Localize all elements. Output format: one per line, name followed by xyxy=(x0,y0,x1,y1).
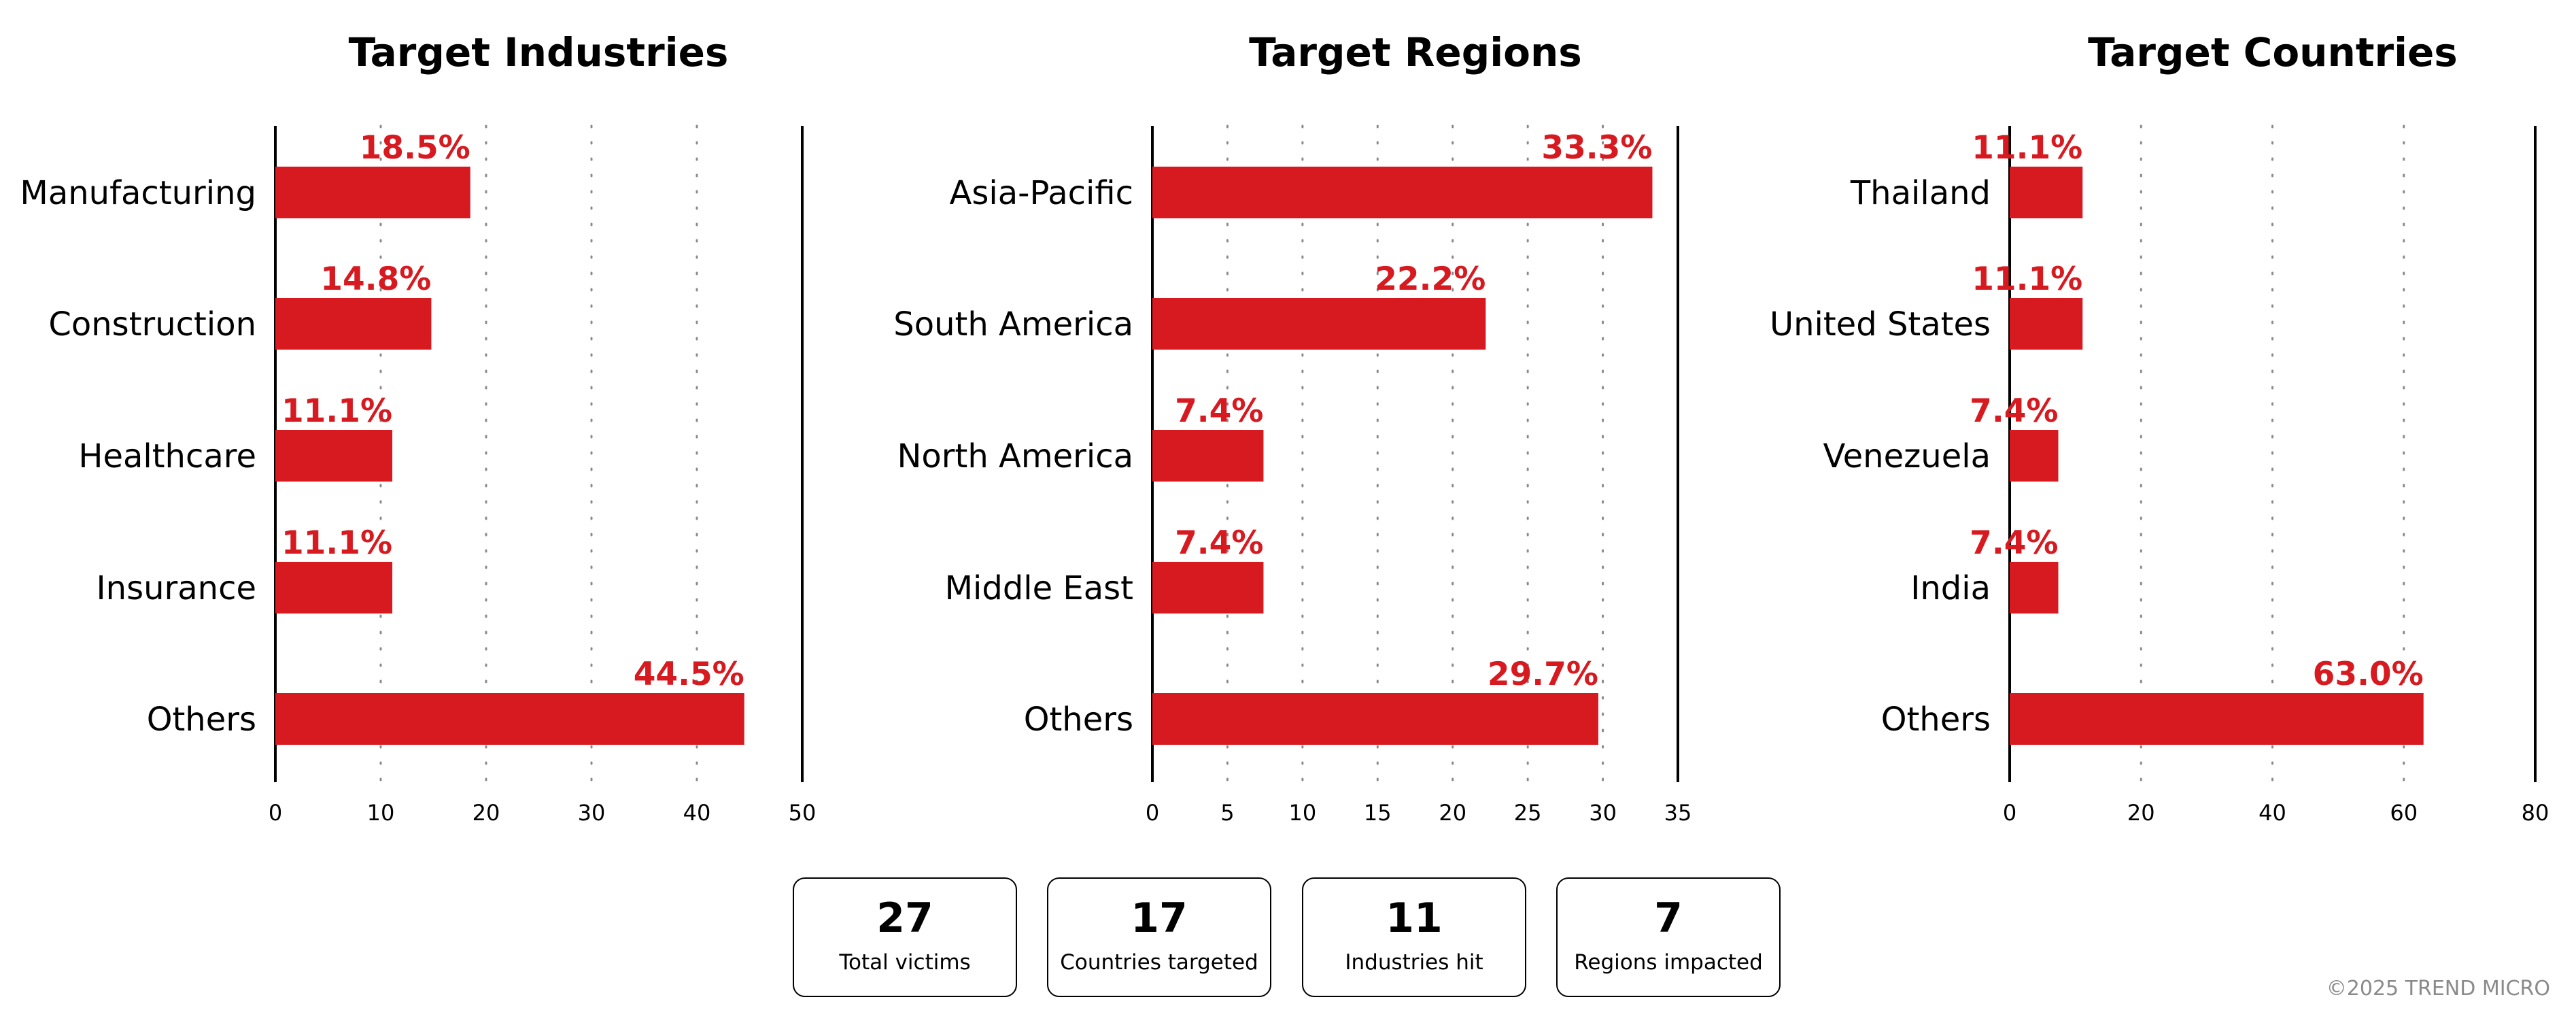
stat-countries-targeted: 17 Countries targeted xyxy=(1047,877,1271,997)
value-label: 18.5% xyxy=(360,129,470,167)
bar xyxy=(275,562,393,614)
x-tick-label: 10 xyxy=(1288,800,1316,826)
category-label: Construction xyxy=(48,305,256,343)
value-label: 7.4% xyxy=(1175,524,1263,562)
stat-label: Regions impacted xyxy=(1574,950,1763,975)
bar xyxy=(275,430,393,482)
bar xyxy=(2010,693,2424,745)
x-tick-label: 20 xyxy=(1439,800,1466,826)
x-tick-label: 30 xyxy=(1589,800,1617,826)
x-tick-label: 20 xyxy=(2127,800,2155,826)
x-tick-label: 15 xyxy=(1364,800,1392,826)
stat-value: 7 xyxy=(1654,894,1683,942)
x-tick-label: 5 xyxy=(1220,800,1234,826)
bar xyxy=(1152,693,1598,745)
bar xyxy=(275,167,470,218)
bar xyxy=(1152,167,1653,218)
value-label: 14.8% xyxy=(320,261,431,298)
x-tick-label: 35 xyxy=(1664,800,1692,826)
bar xyxy=(2010,298,2083,350)
category-label: Others xyxy=(147,701,256,739)
category-label: Healthcare xyxy=(78,437,256,475)
bar xyxy=(2010,167,2083,218)
x-tick-label: 40 xyxy=(2259,800,2286,826)
category-label: India xyxy=(1910,569,1991,607)
bar xyxy=(1152,562,1264,614)
stat-regions-impacted: 7 Regions impacted xyxy=(1556,877,1781,997)
x-tick-label: 40 xyxy=(683,800,711,826)
bar xyxy=(275,693,744,745)
x-tick-label: 60 xyxy=(2390,800,2418,826)
x-tick-label: 20 xyxy=(473,800,500,826)
value-label: 11.1% xyxy=(1972,261,2082,298)
category-label: United States xyxy=(1770,305,1991,343)
x-tick-label: 25 xyxy=(1514,800,1542,826)
category-label: Venezuela xyxy=(1823,437,1991,475)
stat-label: Countries targeted xyxy=(1060,950,1258,975)
stat-total-victims: 27 Total victims xyxy=(793,877,1017,997)
chart-title: Target Countries xyxy=(2088,29,2458,75)
category-label: Thailand xyxy=(1850,174,1991,212)
chart-title: Target Regions xyxy=(1249,29,1582,75)
category-label: Middle East xyxy=(945,569,1133,607)
bar xyxy=(2010,430,2059,482)
value-label: 63.0% xyxy=(2313,656,2424,693)
category-label: Asia-Pacific xyxy=(950,174,1133,212)
category-label: Insurance xyxy=(97,569,257,607)
copyright-text: ©2025 TREND MICRO xyxy=(2326,977,2550,1001)
value-label: 7.4% xyxy=(1175,392,1263,430)
x-tick-label: 80 xyxy=(2522,800,2549,826)
chart-title: Target Industries xyxy=(349,29,729,75)
x-tick-label: 50 xyxy=(789,800,817,826)
value-label: 11.1% xyxy=(281,392,392,430)
value-label: 7.4% xyxy=(1970,524,2058,562)
value-label: 11.1% xyxy=(281,524,392,562)
x-tick-label: 0 xyxy=(2003,800,2016,826)
stat-label: Industries hit xyxy=(1345,950,1483,975)
value-label: 33.3% xyxy=(1541,129,1652,167)
value-label: 44.5% xyxy=(634,656,744,693)
x-tick-label: 0 xyxy=(269,800,282,826)
x-tick-label: 0 xyxy=(1146,800,1159,826)
bar xyxy=(275,298,432,350)
x-tick-label: 10 xyxy=(367,800,395,826)
stat-value: 27 xyxy=(876,894,933,942)
bar xyxy=(1152,430,1264,482)
category-label: North America xyxy=(897,437,1133,475)
value-label: 7.4% xyxy=(1970,392,2058,430)
x-tick-label: 30 xyxy=(578,800,606,826)
stat-value: 17 xyxy=(1131,894,1188,942)
stat-value: 11 xyxy=(1386,894,1443,942)
value-label: 29.7% xyxy=(1488,656,1598,693)
category-label: Others xyxy=(1024,701,1133,739)
value-label: 22.2% xyxy=(1375,261,1486,298)
category-label: Manufacturing xyxy=(20,174,256,212)
bar xyxy=(1152,298,1486,350)
bar xyxy=(2010,562,2059,614)
value-label: 11.1% xyxy=(1972,129,2082,167)
stat-industries-hit: 11 Industries hit xyxy=(1302,877,1526,997)
stat-label: Total victims xyxy=(839,950,971,975)
category-label: Others xyxy=(1881,701,1991,739)
category-label: South America xyxy=(893,305,1133,343)
